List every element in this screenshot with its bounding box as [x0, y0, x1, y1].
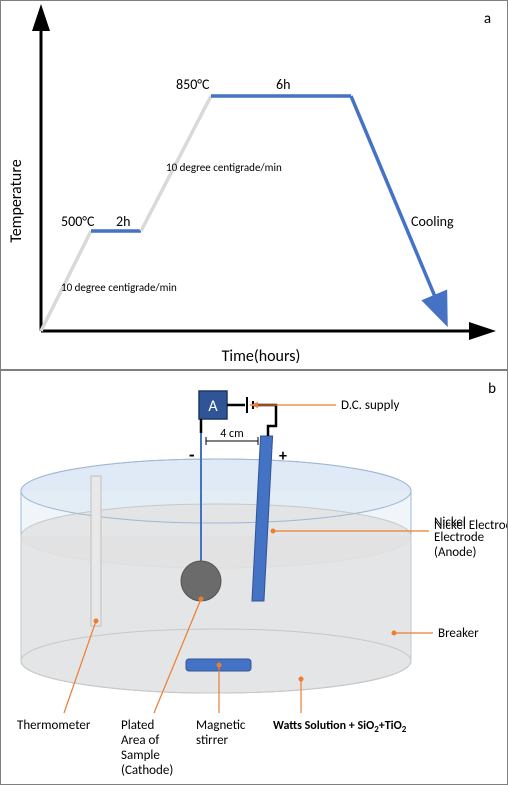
cathode-l2: Area of — [121, 733, 159, 748]
x-axis-label: Time(hours) — [222, 347, 301, 366]
diagram-b-svg: A 4 cm - + D.C. supply Nickel Electrode … — [1, 371, 507, 784]
dc-supply-label: D.C. supply — [341, 398, 399, 413]
callout-therm-dot — [94, 619, 99, 624]
panel-a-label: a — [484, 10, 491, 28]
callout-breaker-dot — [392, 631, 397, 636]
plus-sign: + — [279, 447, 287, 466]
cathode-ball — [181, 561, 221, 601]
solution-text: Watts Solution + SiO — [273, 719, 374, 733]
callout-stirrer-dot — [217, 663, 222, 668]
cooling-segment — [351, 96, 441, 311]
breaker-label: Breaker — [438, 626, 479, 641]
y-axis-label: Temperature — [7, 159, 26, 242]
solution-plus: +TiO — [379, 719, 402, 733]
thermometer — [91, 476, 101, 626]
temp1-label: 500°C — [61, 213, 95, 230]
hold2-label: 6h — [276, 76, 290, 93]
callout-solution-dot — [299, 677, 304, 682]
panel-b-label: b — [488, 380, 496, 398]
panel-a: a Temperature Time(hours) 500°C 2h 850°C… — [0, 0, 508, 370]
temp2-label: 850°C — [176, 76, 210, 93]
minus-sign: - — [189, 444, 195, 466]
ramp2-note: 10 degree centigrade/min — [166, 161, 282, 174]
thermometer-label: Thermometer — [17, 718, 91, 733]
cooling-label: Cooling — [411, 213, 454, 230]
hold1-label: 2h — [116, 213, 130, 230]
cathode-l4: (Cathode) — [121, 763, 173, 778]
wire-anode — [255, 405, 276, 436]
chart-a-svg: a Temperature Time(hours) 500°C 2h 850°C… — [1, 1, 507, 369]
distance-label: 4 cm — [220, 427, 243, 441]
stirrer-l2: stirrer — [196, 733, 229, 748]
ammeter-label: A — [208, 397, 218, 416]
solution-sub2: 2 — [402, 724, 407, 735]
cathode-label: Plated Area of Sample (Cathode) — [121, 718, 173, 778]
callout-cathode-dot — [199, 597, 204, 602]
solution-label: Watts Solution + SiO2+TiO2 — [273, 719, 407, 735]
panel-b: A 4 cm - + D.C. supply Nickel Electrode … — [0, 370, 508, 785]
stirrer-l1: Magnetic — [196, 718, 246, 733]
cathode-l1: Plated — [121, 718, 154, 733]
ramp1-note: 10 degree centigrade/min — [61, 281, 177, 294]
cathode-l3: Sample — [121, 748, 160, 763]
callout-nickel-dot — [271, 529, 276, 534]
stirrer-label: Magnetic stirrer — [196, 718, 248, 748]
